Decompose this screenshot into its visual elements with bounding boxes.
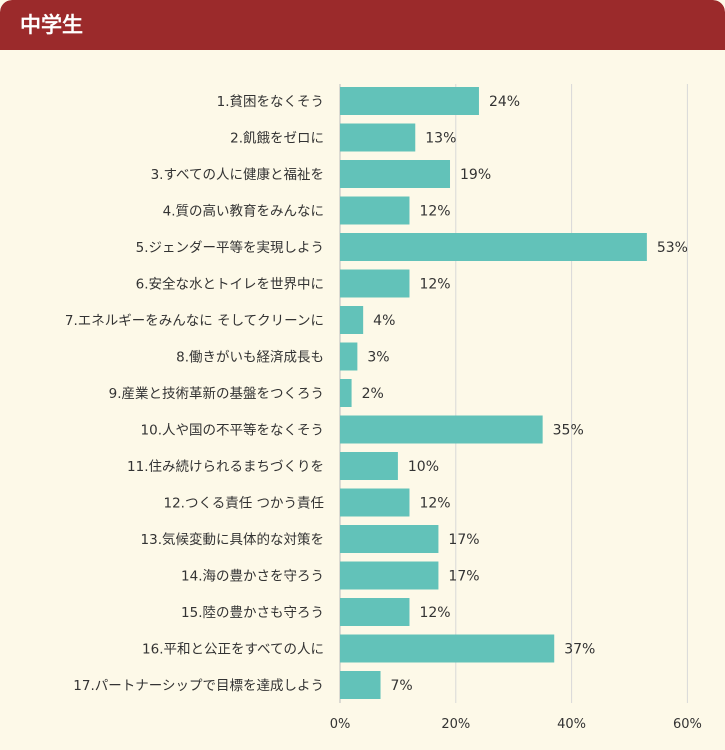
- category-label: 9.産業と技術革新の基盤をつくろう: [109, 385, 324, 402]
- bar: [340, 123, 416, 152]
- category-label: 8.働きがいも経済成長も: [176, 350, 324, 366]
- value-label: 12%: [419, 496, 450, 512]
- category-label: 5.ジェンダー平等を実現しよう: [136, 239, 324, 256]
- value-label: 17%: [448, 532, 479, 548]
- bar: [340, 342, 358, 371]
- category-label: 11.住み続けられるまちづくりを: [127, 459, 324, 475]
- bar: [340, 379, 352, 407]
- category-label: 3.すべての人に健康と福祉を: [151, 166, 324, 183]
- category-label: 13.気候変動に具体的な対策を: [141, 531, 324, 548]
- value-label: 19%: [460, 167, 491, 183]
- category-label: 17.パートナーシップで目標を達成しよう: [73, 678, 324, 694]
- bar: [340, 233, 647, 261]
- value-label: 2%: [362, 386, 384, 402]
- header-bar: 中学生: [0, 0, 725, 50]
- category-label: 4.質の高い教育をみんなに: [163, 203, 324, 220]
- bar: [340, 196, 410, 225]
- value-label: 24%: [489, 94, 520, 110]
- bar: [340, 87, 479, 115]
- category-label: 14.海の豊かさを守ろう: [181, 569, 324, 585]
- value-label: 37%: [564, 642, 595, 658]
- bar: [340, 634, 555, 663]
- bar: [340, 671, 381, 699]
- bar: [340, 525, 439, 553]
- bar: [340, 306, 364, 334]
- value-label: 12%: [419, 277, 450, 293]
- x-tick-label: 60%: [673, 717, 702, 732]
- value-label: 35%: [553, 423, 584, 439]
- value-label: 7%: [391, 678, 413, 694]
- value-label: 3%: [367, 350, 389, 366]
- bar: [340, 415, 543, 444]
- bar: [340, 160, 451, 188]
- value-label: 12%: [419, 605, 450, 621]
- category-label: 7.エネルギーをみんなに そしてクリーンに: [65, 313, 324, 329]
- value-label: 53%: [657, 240, 688, 256]
- bar: [340, 452, 398, 480]
- bar: [340, 488, 410, 517]
- x-tick-label: 40%: [557, 717, 586, 732]
- value-label: 4%: [373, 313, 395, 329]
- value-label: 17%: [448, 569, 479, 585]
- bar: [340, 269, 410, 298]
- category-label: 10.人や国の不平等をなくそう: [141, 422, 324, 439]
- value-label: 12%: [419, 204, 450, 220]
- category-label: 12.つくる責任 つかう責任: [164, 496, 325, 512]
- bar: [340, 561, 439, 590]
- x-tick-label: 0%: [330, 717, 351, 732]
- value-label: 10%: [408, 459, 439, 475]
- category-label: 2.飢餓をゼロに: [230, 131, 324, 147]
- category-label: 16.平和と公正をすべての人に: [142, 642, 324, 658]
- bar: [340, 598, 410, 626]
- category-label: 6.安全な水とトイレを世界中に: [136, 276, 324, 293]
- x-tick-label: 20%: [441, 717, 470, 732]
- category-label: 15.陸の豊かさも守ろう: [181, 605, 324, 621]
- value-label: 13%: [425, 131, 456, 147]
- chart-title: 中学生: [20, 13, 83, 37]
- category-label: 1.貧困をなくそう: [217, 94, 324, 110]
